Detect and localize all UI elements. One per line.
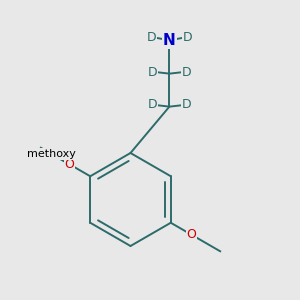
Text: O: O bbox=[64, 158, 74, 171]
Text: methoxy: methoxy bbox=[27, 149, 76, 159]
Text: D: D bbox=[182, 65, 192, 79]
Text: D: D bbox=[183, 31, 192, 44]
Text: methoxy: methoxy bbox=[48, 153, 54, 154]
Text: D: D bbox=[147, 65, 157, 79]
Text: D: D bbox=[182, 98, 192, 112]
Text: N: N bbox=[163, 33, 176, 48]
Text: O: O bbox=[187, 228, 196, 241]
Text: D: D bbox=[147, 98, 157, 112]
Text: D: D bbox=[147, 31, 156, 44]
